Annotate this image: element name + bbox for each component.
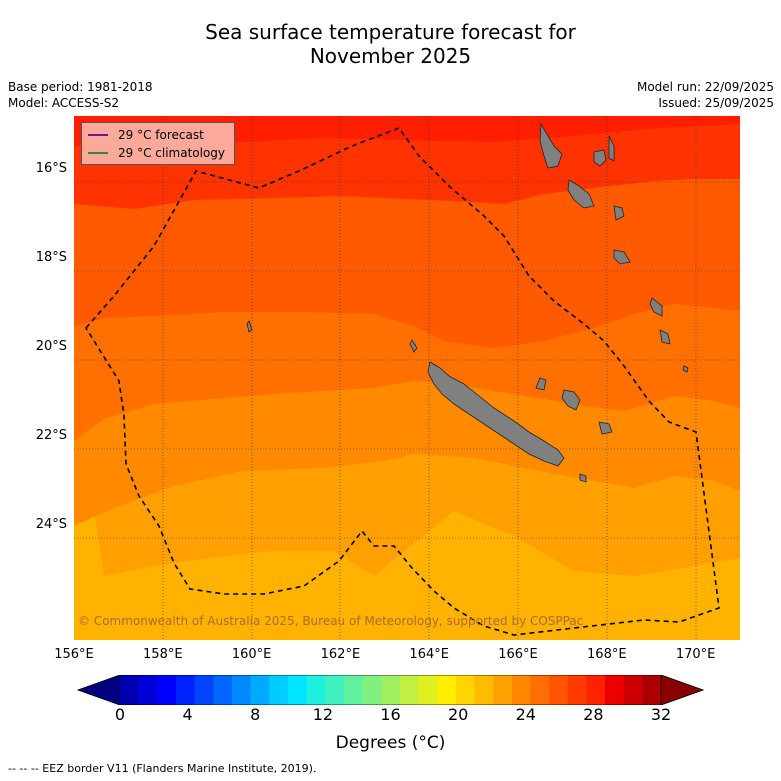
- legend-climatology: 29 °C climatology: [82, 145, 225, 161]
- sst-map: [74, 116, 740, 640]
- colorbar-segment: [642, 675, 662, 705]
- band-29-30: [74, 116, 740, 146]
- colorbar-segment: [381, 675, 401, 705]
- lon-label: 158°E: [143, 647, 183, 662]
- lon-label: 162°E: [320, 647, 361, 662]
- colorbar-segment: [120, 675, 140, 705]
- colorbar-segment: [455, 675, 475, 705]
- colorbar-tick-label: 24: [515, 705, 536, 724]
- chart-title-line1: Sea surface temperature forecast for: [205, 20, 576, 44]
- colorbar-segment: [362, 675, 382, 705]
- colorbar-segment: [474, 675, 494, 705]
- erromango: [649, 297, 663, 317]
- isle-of-pines: [579, 473, 587, 483]
- forecast-line-swatch: [88, 134, 108, 136]
- copyright-text: © Commonwealth of Australia 2025, Bureau…: [78, 614, 584, 628]
- colorbar-tick-label: 32: [650, 705, 672, 724]
- lon-label: 166°E: [498, 647, 538, 662]
- gridlines: [74, 116, 740, 640]
- lon-label: 156°E: [54, 647, 94, 662]
- sst-map-canvas: [74, 116, 740, 640]
- colorbar-segment: [623, 675, 643, 705]
- mare: [598, 421, 613, 435]
- eez-border: [85, 127, 720, 636]
- colorbar-max-extend: [660, 675, 704, 705]
- colorbar-title: Degrees (°C): [335, 733, 446, 753]
- model-run: Model run: 22/09/2025: [636, 80, 774, 94]
- colorbar-tick-label: 20: [447, 705, 469, 724]
- lat-label: 16°S: [35, 161, 67, 177]
- colorbar-segment: [250, 675, 270, 705]
- lat-label: 18°S: [35, 250, 67, 266]
- colorbar-segment: [343, 675, 364, 705]
- colorbar-segment: [511, 675, 531, 705]
- colorbar-segment: [231, 675, 252, 705]
- issued-date: Issued: 25/09/2025: [658, 96, 774, 110]
- colorbar-segment: [138, 675, 158, 705]
- colorbar-tick-label: 12: [312, 705, 334, 724]
- epi: [613, 205, 625, 221]
- colorbar-segment: [586, 675, 606, 705]
- colorbar-outline: [76, 675, 705, 705]
- colorbar-tick-label: 28: [583, 705, 604, 724]
- model-name: Model: ACCESS-S2: [8, 96, 120, 110]
- colorbar-segment: [287, 675, 308, 705]
- colorbar-segment: [325, 675, 345, 705]
- efate: [613, 249, 631, 265]
- chesterfield: [246, 320, 253, 333]
- colorbar-tick-label: 4: [182, 705, 193, 724]
- hunter-island: [682, 365, 689, 373]
- colorbar-segment: [567, 675, 587, 705]
- colorbar-segment: [194, 675, 214, 705]
- legend-climatology-label: 29 °C climatology: [118, 146, 226, 160]
- landmass: [246, 122, 689, 483]
- base-period: Base period: 1981-2018: [8, 80, 153, 94]
- lon-label: 164°E: [409, 647, 449, 662]
- colorbar-segment: [269, 675, 289, 705]
- lon-label: 170°E: [675, 647, 716, 662]
- belep: [409, 339, 418, 353]
- colorbar-segment: [437, 675, 457, 705]
- ambae: [593, 149, 607, 167]
- colorbar-min-extend: [77, 675, 121, 705]
- colorbar-segment: [399, 675, 419, 705]
- pentecost: [608, 135, 615, 162]
- lat-label: 20°S: [35, 338, 67, 354]
- lifou: [561, 389, 581, 411]
- espiritu-santo: [539, 122, 563, 169]
- colorbar-segment: [530, 675, 550, 705]
- lat-label: 22°S: [35, 427, 67, 443]
- colorbar: [76, 675, 705, 705]
- colorbar-segment: [605, 675, 625, 705]
- colorbar-tick-label: 16: [380, 705, 401, 724]
- malakula: [567, 179, 595, 209]
- legend: 29 °C forecast 29 °C climatology: [81, 122, 235, 165]
- tanna: [659, 329, 671, 345]
- legend-forecast-label: 29 °C forecast: [118, 128, 204, 142]
- climatology-line-swatch: [88, 152, 108, 154]
- lon-label: 160°E: [231, 647, 272, 662]
- colorbar-tick-label: 8: [250, 705, 261, 724]
- ouvea: [535, 377, 547, 391]
- colorbar-tick-label: 0: [114, 705, 126, 724]
- eez-footnote: -- -- -- EEZ border V11 (Flanders Marine…: [8, 762, 317, 775]
- colorbar-segment: [549, 675, 569, 705]
- lon-label: 168°E: [587, 647, 627, 662]
- lat-label: 24°S: [35, 516, 67, 532]
- colorbar-segment: [213, 675, 233, 705]
- colorbar-segment: [493, 675, 513, 705]
- colorbar-segment: [157, 675, 177, 705]
- chart-title-line2: November 2025: [309, 44, 472, 68]
- colorbar-segment: [418, 675, 438, 705]
- colorbar-segment: [175, 675, 196, 705]
- legend-forecast: 29 °C forecast: [82, 127, 204, 143]
- colorbar-segment: [306, 675, 326, 705]
- new-caledonia: [427, 361, 565, 467]
